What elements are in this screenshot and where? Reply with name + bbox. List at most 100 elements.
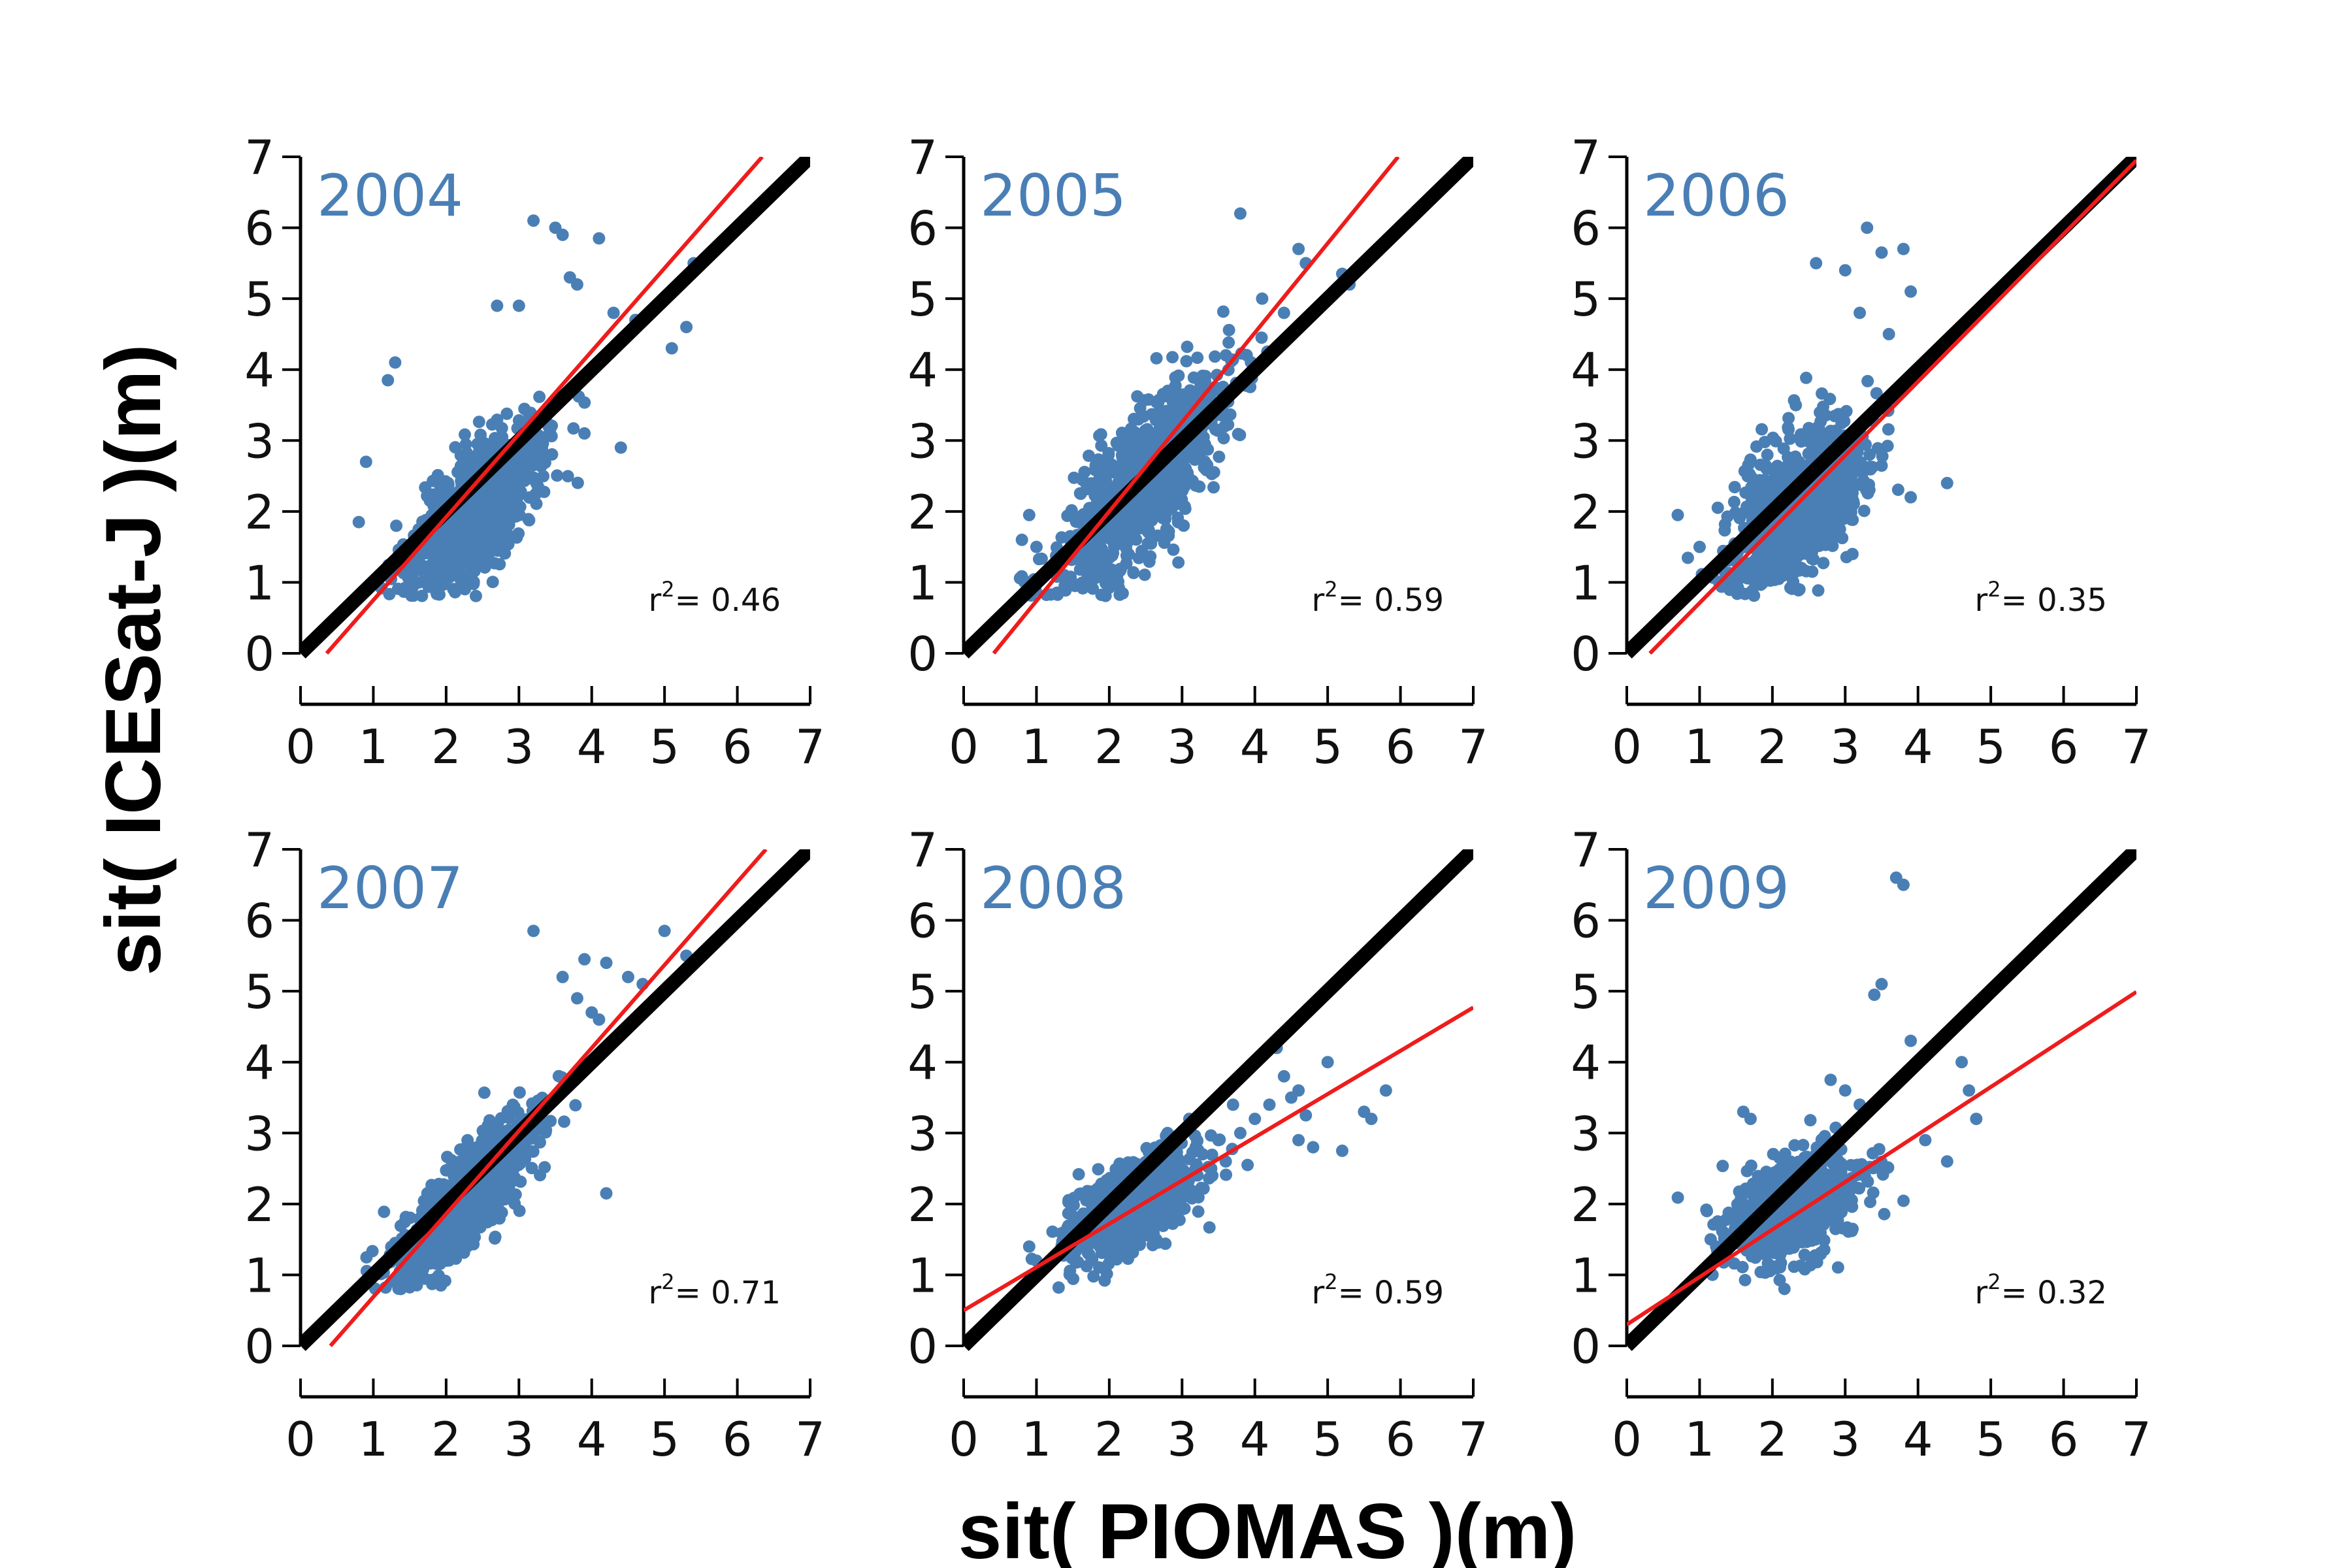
data-point: [1784, 432, 1797, 445]
data-point: [399, 581, 412, 595]
data-point: [1838, 264, 1852, 277]
data-point: [1307, 1141, 1320, 1154]
x-tick-label: 0: [286, 1412, 316, 1467]
x-tick-label: 6: [723, 719, 753, 774]
data-point: [465, 1205, 478, 1218]
data-point: [533, 390, 546, 403]
y-tick-label: 0: [244, 627, 274, 681]
r-squared-exponent: 2: [661, 577, 674, 602]
data-point: [600, 1187, 613, 1200]
data-point: [1820, 409, 1833, 422]
data-point: [1762, 551, 1775, 564]
data-point: [525, 1162, 538, 1175]
data-point: [1105, 466, 1119, 479]
data-point: [1693, 540, 1706, 553]
x-tick-label: 3: [1830, 719, 1860, 774]
y-tick-label: 2: [244, 1177, 274, 1232]
plot-area: [1627, 157, 2136, 659]
data-point: [1181, 340, 1194, 353]
y-tick-label: 1: [244, 1248, 274, 1303]
data-point: [448, 1164, 461, 1177]
data-point: [1177, 474, 1190, 487]
data-point: [1863, 478, 1876, 491]
data-point: [1846, 547, 1859, 561]
data-point: [1810, 536, 1823, 549]
data-point: [1379, 1084, 1392, 1097]
data-point: [1769, 434, 1782, 448]
x-tick-label: 1: [1022, 719, 1052, 774]
data-point: [1671, 508, 1684, 521]
data-point: [1203, 1221, 1216, 1234]
data-point: [1076, 582, 1089, 595]
data-point: [1126, 1238, 1139, 1251]
data-point: [1030, 540, 1043, 553]
data-point: [467, 576, 480, 589]
data-point: [422, 580, 435, 593]
data-point: [1904, 285, 1918, 298]
data-point: [1875, 246, 1888, 259]
y-tick-label: 1: [907, 1248, 938, 1303]
data-point: [551, 469, 564, 482]
plot-area: [301, 157, 810, 659]
data-point: [1132, 434, 1145, 448]
y-tick-label: 7: [907, 130, 938, 185]
data-point: [1059, 584, 1072, 597]
y-tick-label: 7: [1571, 130, 1601, 185]
data-point: [1086, 582, 1100, 595]
data-point: [1158, 536, 1171, 549]
data-point: [1022, 1240, 1036, 1253]
data-point: [447, 583, 460, 596]
data-point: [513, 1086, 526, 1099]
data-point: [1166, 351, 1179, 364]
data-point: [1728, 481, 1741, 494]
data-point: [1671, 1191, 1684, 1204]
data-point: [1199, 370, 1212, 383]
data-point: [1233, 207, 1247, 220]
data-point: [1358, 1105, 1371, 1119]
data-point: [1154, 495, 1167, 508]
data-point: [570, 992, 583, 1005]
x-tick-label: 4: [1240, 719, 1270, 774]
data-point: [1744, 453, 1757, 466]
data-point: [492, 1196, 505, 1209]
x-tick-label: 6: [2049, 1412, 2079, 1467]
x-tick-label: 7: [2121, 719, 2151, 774]
data-point: [1718, 524, 1731, 537]
data-point: [1122, 547, 1135, 561]
data-point: [461, 1134, 474, 1147]
data-point: [1846, 514, 1859, 527]
data-point: [506, 1105, 519, 1118]
y-tick-label: 4: [1571, 343, 1601, 398]
data-point: [1083, 449, 1096, 463]
data-point: [1844, 480, 1857, 493]
data-point: [1142, 1220, 1155, 1233]
r-squared-label: r2= 0.46: [649, 577, 781, 619]
data-point: [1162, 525, 1175, 538]
data-point: [1150, 396, 1163, 409]
data-point: [614, 441, 627, 454]
data-point: [459, 438, 472, 451]
data-point: [1255, 331, 1268, 344]
data-point: [593, 232, 606, 245]
data-point: [1046, 1225, 1059, 1238]
data-point: [1771, 459, 1784, 472]
data-point: [421, 489, 434, 502]
data-point: [491, 299, 504, 312]
y-tick-label: 5: [907, 964, 938, 1019]
data-point: [512, 299, 525, 312]
data-point: [1115, 439, 1128, 452]
x-tick-label: 7: [1458, 1412, 1488, 1467]
data-point: [1219, 349, 1232, 362]
data-point: [1100, 1174, 1113, 1187]
x-tick-label: 6: [1386, 1412, 1416, 1467]
data-point: [534, 1169, 547, 1182]
identity-line: [964, 849, 1473, 1351]
data-point: [1092, 453, 1105, 466]
data-point: [1292, 1084, 1305, 1097]
y-tick-label: 5: [244, 272, 274, 327]
r-squared-label: r2= 0.35: [1975, 577, 2107, 619]
data-point: [482, 1209, 495, 1222]
data-point: [513, 508, 526, 521]
plot-area: [1627, 849, 2136, 1351]
x-tick-label: 4: [577, 1412, 607, 1467]
